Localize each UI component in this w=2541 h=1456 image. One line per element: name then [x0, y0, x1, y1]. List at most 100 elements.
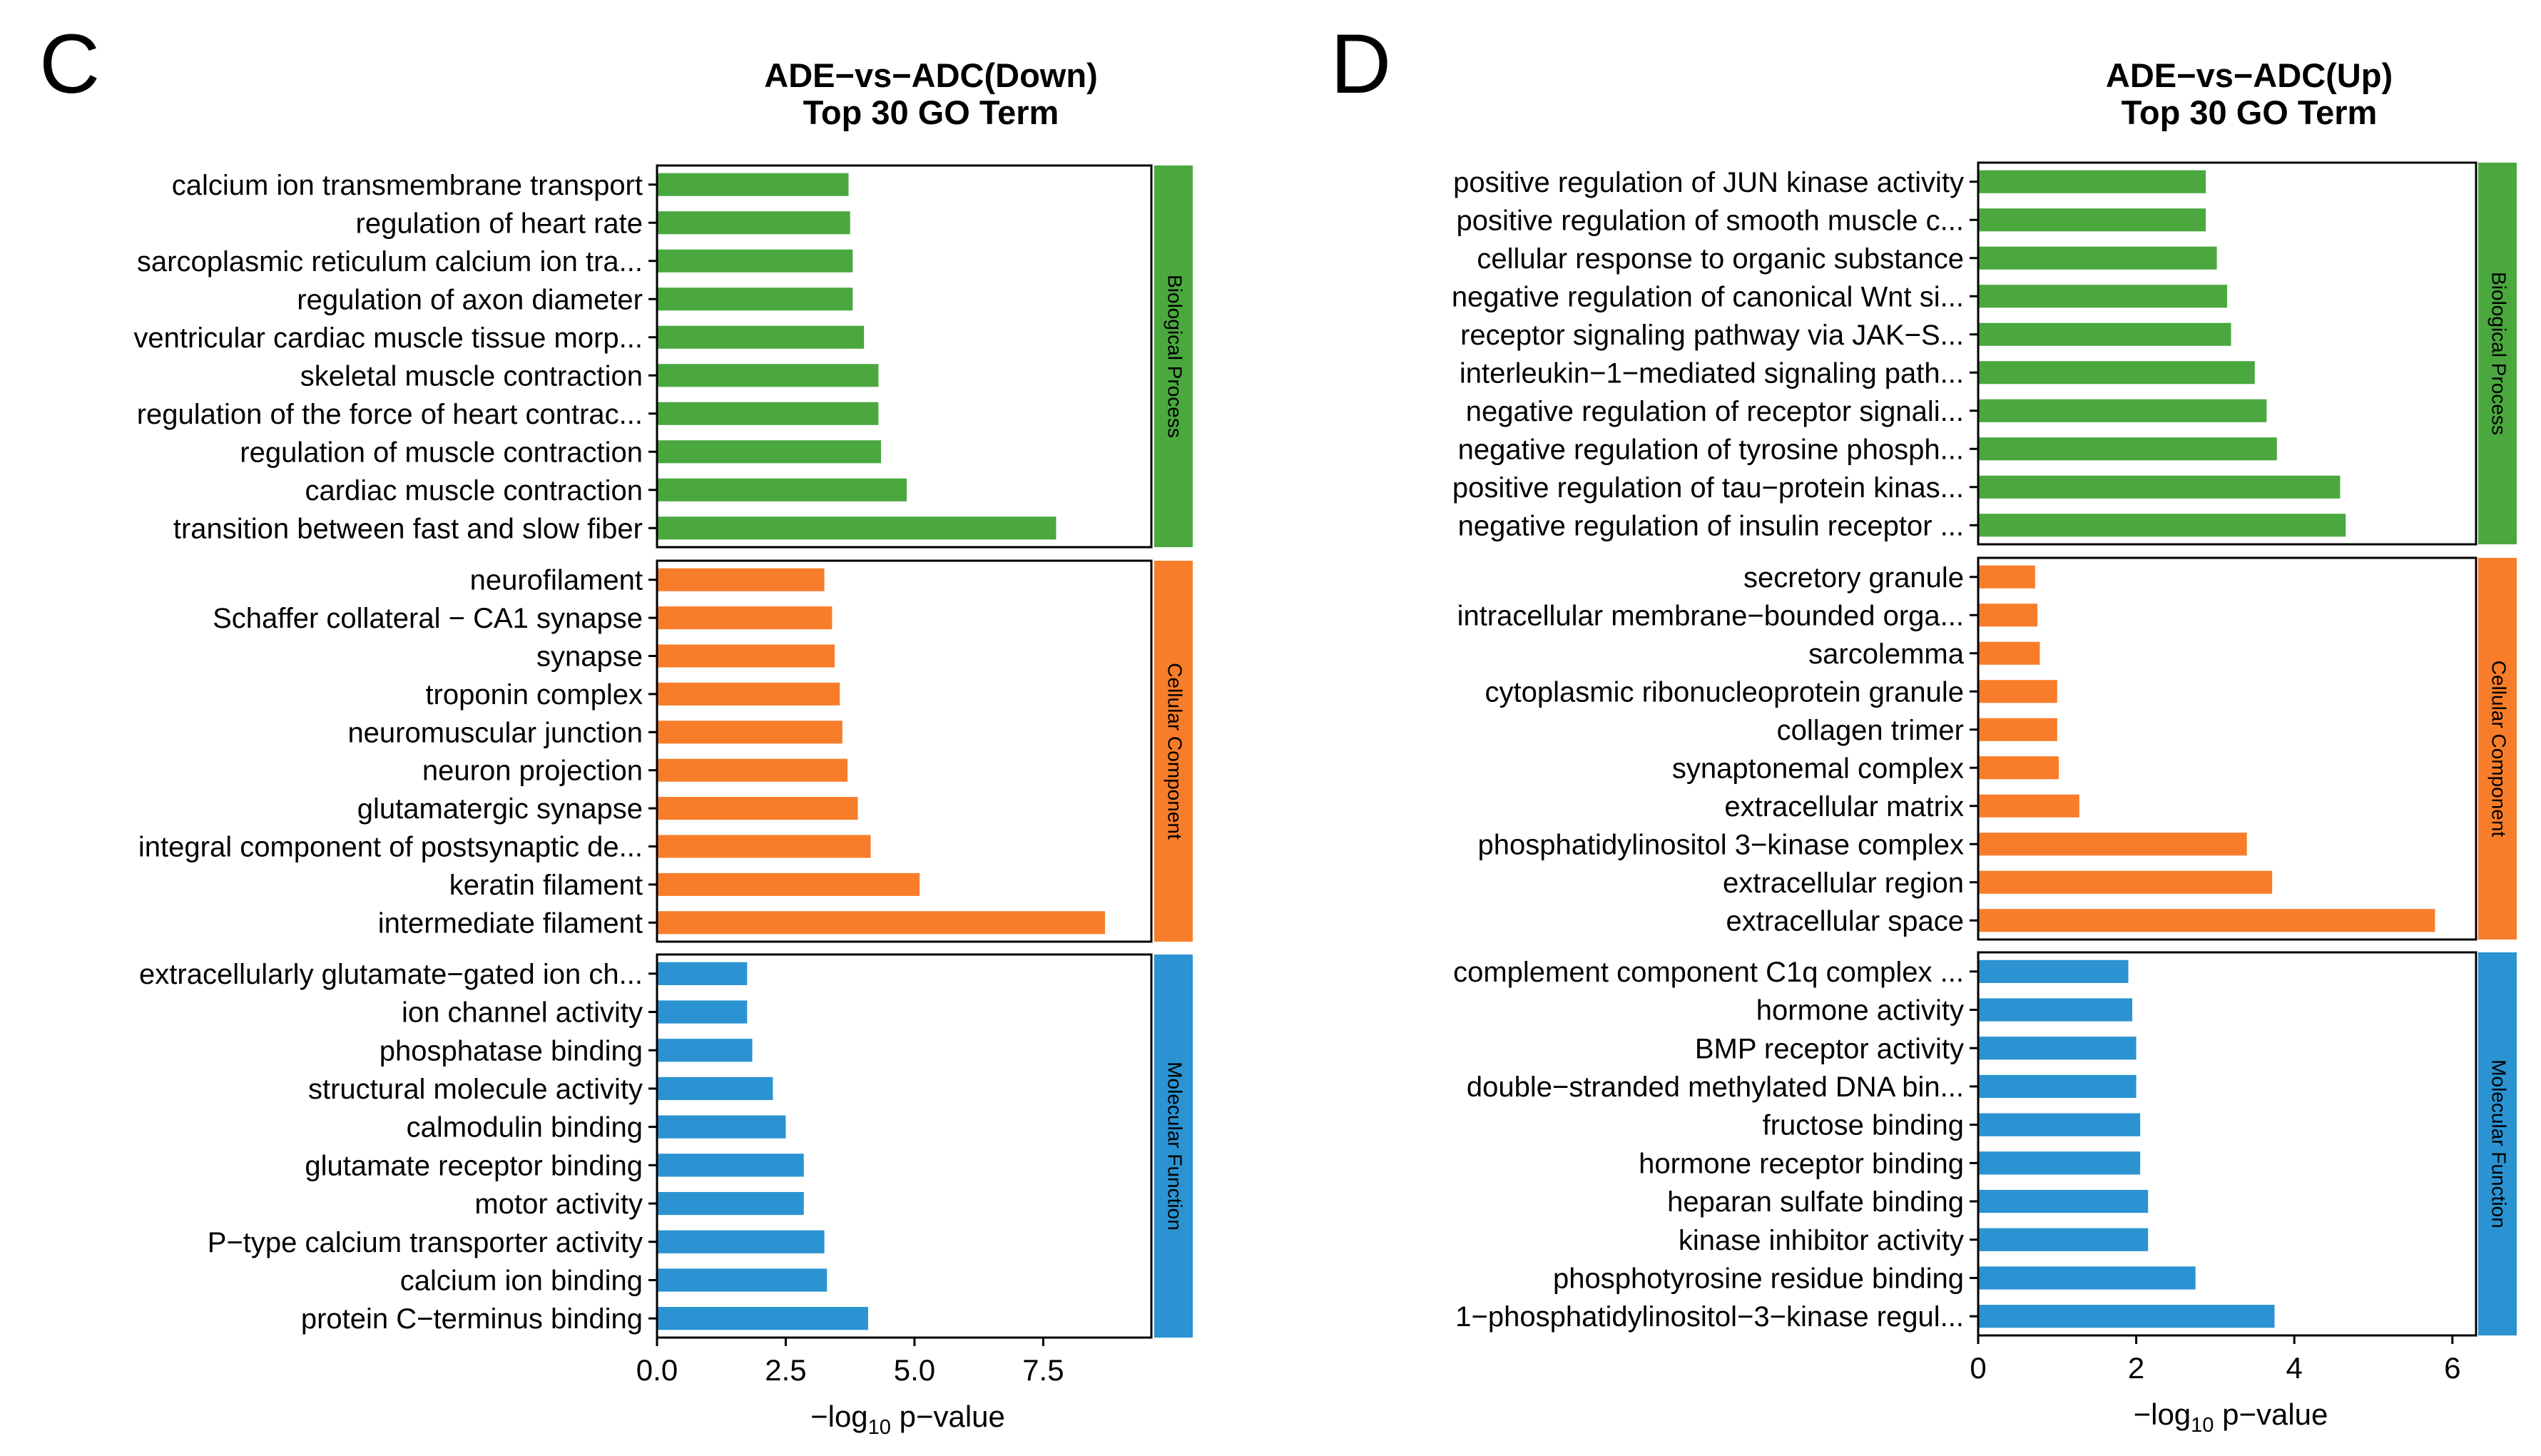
bar-mf [1978, 1151, 2141, 1175]
facet-strip-label: Biological Process [2488, 272, 2510, 435]
bar-cc [1978, 680, 2057, 703]
bar-cc [657, 911, 1106, 935]
category-label: hormone receptor binding [1639, 1148, 1964, 1179]
category-label: positive regulation of JUN kinase activi… [1453, 167, 1964, 198]
category-label: regulation of heart rate [356, 208, 643, 239]
bar-cc [1978, 794, 2079, 818]
category-label: keratin filament [449, 870, 643, 901]
category-label: negative regulation of insulin receptor … [1458, 510, 1964, 541]
bar-bp [1978, 322, 2231, 346]
category-label: positive regulation of smooth muscle c..… [1457, 205, 1964, 236]
x-tick-label: 2 [2128, 1351, 2144, 1385]
category-label: regulation of muscle contraction [240, 437, 643, 468]
bar-cc [657, 835, 871, 858]
category-label: Schaffer collateral − CA1 synapse [213, 603, 643, 634]
bar-bp [1978, 399, 2267, 422]
category-label: phosphatidylinositol 3−kinase complex [1477, 829, 1964, 860]
bar-bp [657, 249, 853, 273]
bar-mf [1978, 1266, 2196, 1290]
x-axis-label: −log10 p−value [2134, 1398, 2328, 1437]
bar-cc [1978, 718, 2057, 741]
category-label: extracellular matrix [1724, 791, 1964, 823]
facet-strip [1154, 166, 1193, 547]
bar-mf [657, 1076, 773, 1101]
bar-cc [657, 568, 825, 591]
category-label: secretory granule [1743, 562, 1964, 594]
category-label: double−stranded methylated DNA bin... [1467, 1071, 1964, 1103]
category-label: fructose binding [1763, 1110, 1964, 1141]
bar-mf [1978, 1113, 2141, 1136]
category-label: 1−phosphatidylinositol−3−kinase regul... [1455, 1301, 1964, 1333]
category-label: positive regulation of tau−protein kinas… [1452, 472, 1964, 504]
bar-cc [1978, 833, 2247, 856]
bar-mf [657, 1191, 804, 1216]
category-label: negative regulation of tyrosine phosph..… [1458, 434, 1964, 465]
bar-bp [1978, 475, 2341, 499]
group-frame [656, 953, 1153, 1339]
bar-cc [657, 758, 848, 782]
x-tick-label: 0.0 [636, 1353, 678, 1387]
x-tick-label: 4 [2286, 1351, 2302, 1385]
bar-bp [1978, 437, 2277, 461]
bar-cc [657, 797, 858, 820]
category-label: negative regulation of receptor signali.… [1466, 396, 1964, 427]
category-label: glutamatergic synapse [357, 793, 643, 825]
category-label: sarcoplasmic reticulum calcium ion tra..… [137, 246, 643, 278]
bar-mf [1978, 1037, 2137, 1060]
category-label: motor activity [474, 1188, 643, 1220]
category-label: transition between fast and slow fiber [173, 513, 643, 544]
category-label: troponin complex [425, 679, 643, 711]
x-tick-label: 2.5 [765, 1353, 806, 1387]
bar-mf [1978, 998, 2133, 1022]
category-label: neurofilament [470, 565, 643, 596]
category-label: P−type calcium transporter activity [208, 1227, 643, 1258]
bar-bp [657, 173, 849, 196]
chart-panel-d: D ADE−vs−ADC(Up)Top 30 GO Term positive re… [1330, 17, 2517, 1437]
category-label: hormone activity [1756, 995, 1964, 1027]
category-label: regulation of the force of heart contrac… [137, 399, 643, 430]
x-tick-label: 7.5 [1022, 1353, 1064, 1387]
category-label: skeletal muscle contraction [300, 360, 643, 392]
x-tick-label: 0 [1970, 1351, 1986, 1385]
category-label: receptor signaling pathway via JAK−S... [1460, 320, 1964, 351]
bar-bp [1978, 208, 2206, 232]
bar-cc [657, 606, 832, 630]
bar-cc [657, 721, 842, 744]
bar-bp [657, 516, 1056, 540]
category-label: negative regulation of canonical Wnt si.… [1452, 281, 1964, 312]
chart-title-line: ADE−vs−ADC(Down) [764, 56, 1097, 94]
facet-strip-label: Molecular Function [2488, 1059, 2510, 1228]
category-label: extracellular region [1723, 867, 1964, 899]
category-label: extracellularly glutamate−gated ion ch..… [139, 959, 643, 990]
bar-mf [657, 1154, 804, 1177]
category-label: calmodulin binding [407, 1112, 643, 1144]
facet-strip-label: Cellular Component [2488, 661, 2510, 838]
category-label: synapse [536, 641, 643, 673]
bar-cc [1978, 565, 2035, 589]
category-label: cardiac muscle contraction [305, 475, 643, 506]
bar-mf [1978, 1228, 2149, 1251]
bar-mf [657, 1268, 828, 1292]
bar-bp [657, 364, 879, 387]
category-label: synaptonemal complex [1672, 753, 1964, 784]
chart-title-line: ADE−vs−ADC(Up) [2106, 56, 2393, 94]
bar-cc [1978, 604, 2038, 627]
category-label: cytoplasmic ribonucleoprotein granule [1485, 676, 1964, 708]
bar-mf [1978, 959, 2129, 983]
bar-cc [657, 872, 920, 896]
bar-mf [1978, 1074, 2137, 1099]
category-label: BMP receptor activity [1695, 1033, 1964, 1064]
bar-mf [657, 1039, 753, 1062]
bar-mf [1978, 1189, 2149, 1213]
category-label: neuromuscular junction [347, 717, 643, 748]
category-label: heparan sulfate binding [1667, 1186, 1964, 1218]
category-label: intracellular membrane−bounded orga... [1457, 600, 1964, 631]
category-label: extracellular space [1726, 905, 1965, 937]
bar-cc [657, 644, 835, 668]
facet-strip [2478, 163, 2517, 544]
bar-bp [657, 211, 850, 235]
x-tick-label: 5.0 [894, 1353, 935, 1387]
group-frame [1977, 556, 2478, 941]
bar-bp [1978, 285, 2227, 308]
bar-cc [657, 682, 840, 706]
